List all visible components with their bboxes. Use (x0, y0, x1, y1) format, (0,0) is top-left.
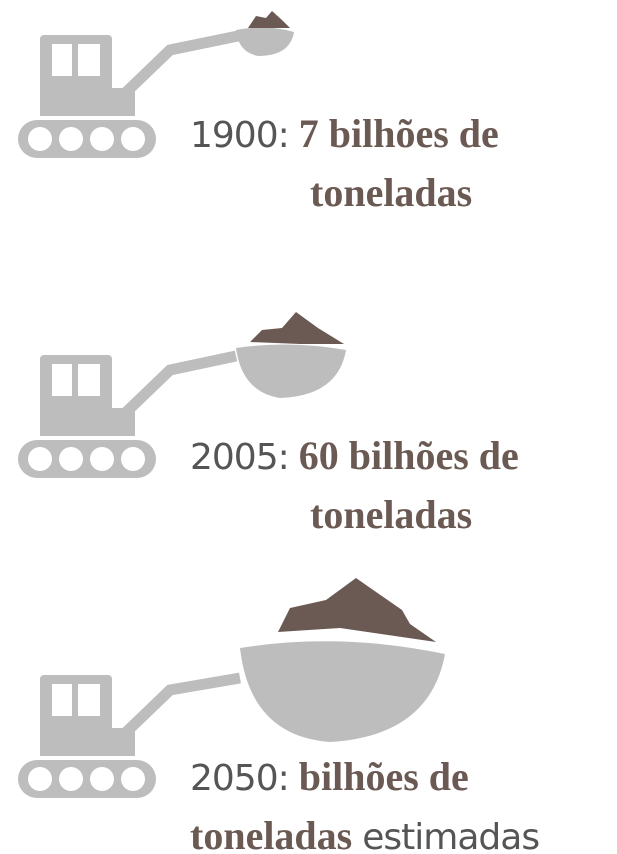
year: 2050: (190, 758, 289, 799)
year: 2005: (190, 437, 289, 478)
caption-3: 2050: bilhões de toneladas estimadas (190, 748, 615, 854)
amount: 7 bilhões de toneladas (299, 111, 499, 215)
note: estimadas (362, 817, 539, 854)
year: 1900: (190, 115, 289, 156)
caption-1: 1900: 7 bilhões de toneladas (190, 105, 615, 221)
amount: 60 bilhões de toneladas (299, 433, 519, 537)
caption-2: 2005: 60 bilhões de toneladas (190, 427, 615, 543)
infographic: 1900: 7 bilhões de toneladas 2005: 60 bi… (0, 0, 617, 854)
